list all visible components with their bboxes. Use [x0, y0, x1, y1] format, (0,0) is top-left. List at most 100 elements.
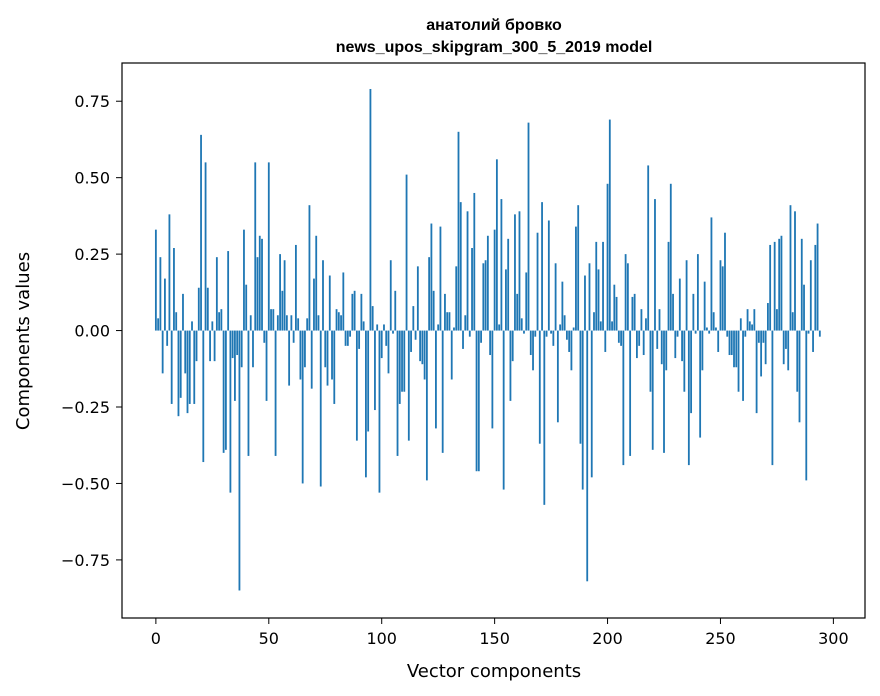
bar — [342, 272, 345, 331]
bar — [272, 309, 275, 331]
bar — [360, 293, 363, 331]
bar — [789, 205, 792, 331]
bar — [556, 330, 559, 423]
bar — [310, 330, 313, 389]
bar — [238, 330, 241, 591]
y-tick-label: −0.75 — [61, 551, 110, 570]
bar — [389, 260, 392, 331]
bar — [649, 330, 652, 392]
bar — [622, 330, 625, 466]
bar — [392, 330, 394, 334]
bar — [202, 330, 205, 463]
bar — [595, 241, 598, 331]
bar — [509, 330, 512, 401]
bar — [620, 330, 622, 346]
bar — [328, 275, 331, 331]
bar — [658, 309, 661, 331]
bar — [584, 275, 586, 331]
bar — [656, 330, 659, 349]
bar — [213, 330, 216, 362]
bar — [245, 284, 248, 331]
bar — [304, 330, 306, 368]
bar — [188, 330, 191, 404]
bar — [599, 321, 602, 331]
bar — [403, 330, 406, 392]
bar — [186, 330, 189, 414]
bar — [764, 330, 767, 365]
bar — [274, 330, 277, 456]
bar — [699, 330, 702, 438]
x-axis-label: Vector components — [407, 661, 581, 682]
bar — [645, 318, 647, 331]
bar — [787, 330, 790, 371]
bar — [204, 162, 207, 331]
x-tick-label: 300 — [818, 629, 849, 648]
bar — [484, 260, 487, 331]
x-axis-ticks: 0 50 100 150 200 250 300 — [151, 618, 849, 648]
bar — [308, 205, 311, 331]
bar — [444, 293, 446, 331]
bar — [378, 330, 381, 493]
bar — [498, 324, 501, 331]
bar — [301, 330, 304, 484]
bar — [231, 330, 234, 359]
bar — [651, 330, 654, 450]
bar — [270, 309, 272, 331]
bar — [692, 293, 695, 331]
bar — [660, 330, 663, 365]
bar — [326, 330, 329, 386]
bar — [613, 284, 616, 331]
bar — [288, 330, 291, 386]
bar — [755, 330, 758, 414]
bar — [306, 318, 309, 331]
bar — [385, 330, 388, 346]
bar — [161, 330, 164, 374]
bar — [816, 223, 819, 331]
bar — [344, 330, 347, 346]
bar — [624, 254, 627, 331]
bar — [177, 330, 180, 417]
bar — [482, 263, 485, 331]
bar — [667, 241, 670, 331]
bar — [337, 312, 340, 331]
bar — [527, 122, 530, 331]
bar — [552, 330, 555, 346]
bar — [380, 330, 383, 359]
bar — [733, 330, 735, 368]
bar — [367, 330, 370, 432]
bar — [209, 330, 211, 362]
bar — [748, 321, 751, 331]
bar — [229, 330, 232, 493]
bar — [215, 257, 218, 331]
bar — [243, 229, 245, 331]
bar — [200, 134, 202, 331]
bar — [611, 321, 613, 331]
bar — [502, 330, 505, 490]
bar — [672, 293, 674, 331]
bar — [335, 309, 338, 331]
bar — [355, 330, 358, 441]
bar — [633, 293, 636, 331]
bar — [715, 327, 717, 331]
bar — [545, 330, 548, 337]
bar — [602, 241, 604, 331]
bar — [263, 330, 266, 343]
bar — [642, 330, 645, 356]
bar — [247, 330, 250, 456]
bar — [493, 229, 496, 331]
bar — [617, 330, 620, 343]
bar — [532, 330, 534, 371]
bar — [570, 330, 573, 371]
bar — [712, 312, 715, 331]
bar — [739, 318, 742, 331]
bar — [629, 330, 632, 456]
bar — [500, 199, 503, 331]
bar — [721, 266, 724, 331]
y-tick-label: −0.50 — [61, 474, 110, 493]
bar — [575, 226, 577, 331]
bar — [324, 330, 327, 368]
bar — [423, 330, 426, 380]
bar — [547, 220, 550, 331]
bar — [751, 324, 753, 331]
